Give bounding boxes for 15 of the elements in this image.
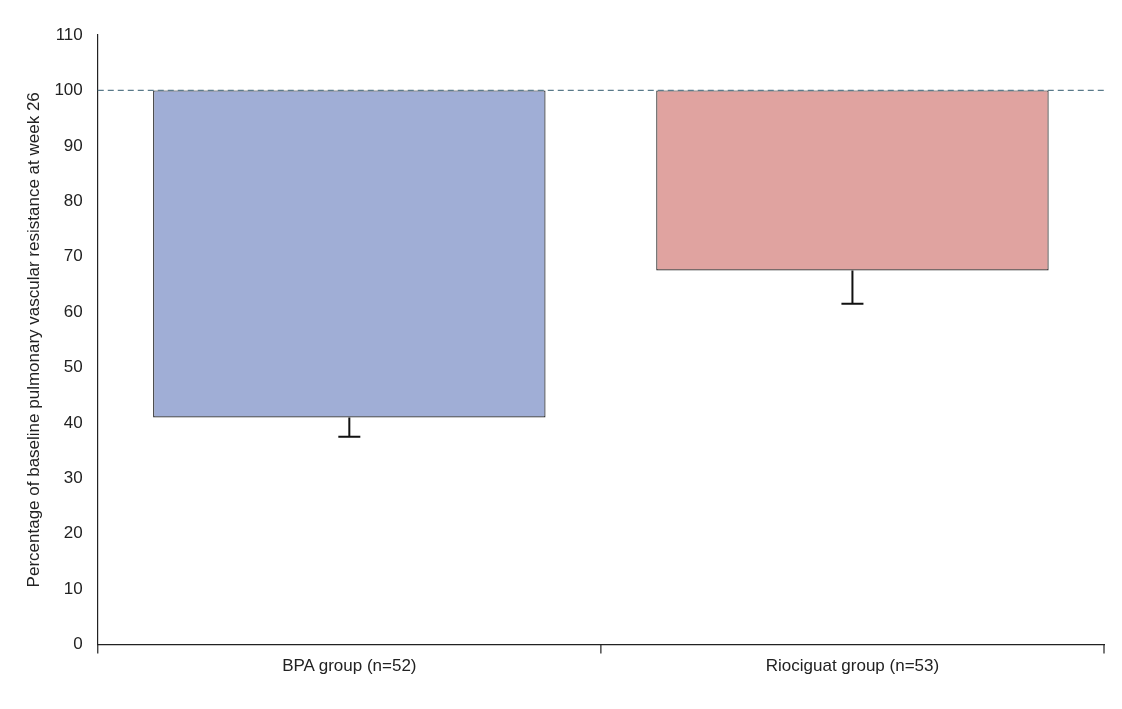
y-tick-label: 60 [63, 301, 83, 321]
y-tick-label: 20 [63, 523, 83, 543]
y-tick-label: 70 [63, 246, 83, 266]
y-axis-title: Percentage of baseline pulmonary vascular resistance at week 26 [23, 92, 43, 588]
x-tick-label: Riociguat group (n=53) [765, 656, 940, 676]
y-tick-label: 10 [63, 578, 83, 598]
y-tick-label: 50 [63, 357, 83, 377]
y-tick-label: 80 [63, 190, 83, 210]
y-tick-label: 90 [63, 135, 83, 155]
y-tick-label: 40 [63, 412, 83, 432]
y-tick-label: 0 [73, 634, 83, 654]
y-tick-label: 30 [63, 468, 83, 488]
x-tick-label: BPA group (n=52) [282, 656, 417, 676]
y-tick-label: 100 [54, 80, 83, 100]
y-tick-label: 110 [55, 24, 83, 44]
